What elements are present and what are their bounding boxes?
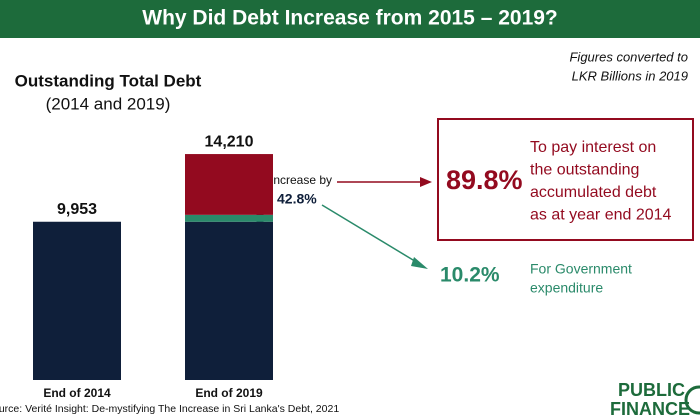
expenditure-text: For Government bbox=[530, 261, 632, 277]
bar-segment bbox=[33, 221, 121, 380]
interest-box bbox=[437, 118, 694, 241]
bar-segment bbox=[185, 221, 273, 380]
header-title: Why Did Debt Increase from 2015 – 2019? bbox=[142, 7, 558, 30]
arrow-head bbox=[420, 177, 432, 187]
interest-text: the outstanding bbox=[530, 162, 639, 179]
chart-subtitle: (2014 and 2019) bbox=[46, 94, 171, 113]
arrow-head bbox=[411, 257, 428, 269]
bar-segment bbox=[185, 214, 273, 222]
interest-share: 89.8% bbox=[446, 165, 523, 195]
increase-value: 42.8% bbox=[277, 191, 317, 207]
increase-label: Increase by bbox=[270, 173, 332, 187]
interest-text: as at year end 2014 bbox=[530, 207, 672, 224]
header-bar bbox=[0, 0, 700, 38]
logo-text: FINANCE bbox=[610, 399, 690, 419]
expenditure-text: expenditure bbox=[530, 280, 603, 296]
total-label: 9,953 bbox=[57, 201, 97, 218]
total-label: 14,210 bbox=[205, 133, 254, 150]
interest-text: To pay interest on bbox=[530, 139, 656, 156]
x-tick-label: End of 2014 bbox=[43, 386, 111, 400]
bar-segment bbox=[185, 154, 273, 215]
note: Figures converted to bbox=[569, 49, 688, 64]
chart-title: Outstanding Total Debt bbox=[15, 71, 202, 90]
expenditure-arrow bbox=[321, 204, 419, 264]
source: Source: Verité Insight: De-mystifying Th… bbox=[0, 403, 339, 415]
interest-text: accumulated debt bbox=[530, 184, 657, 201]
expenditure-share: 10.2% bbox=[440, 264, 500, 287]
note: LKR Billions in 2019 bbox=[572, 68, 688, 83]
logo-text: PUBLIC bbox=[618, 380, 685, 400]
logo-mark bbox=[684, 385, 700, 415]
x-tick-label: End of 2019 bbox=[195, 386, 263, 400]
